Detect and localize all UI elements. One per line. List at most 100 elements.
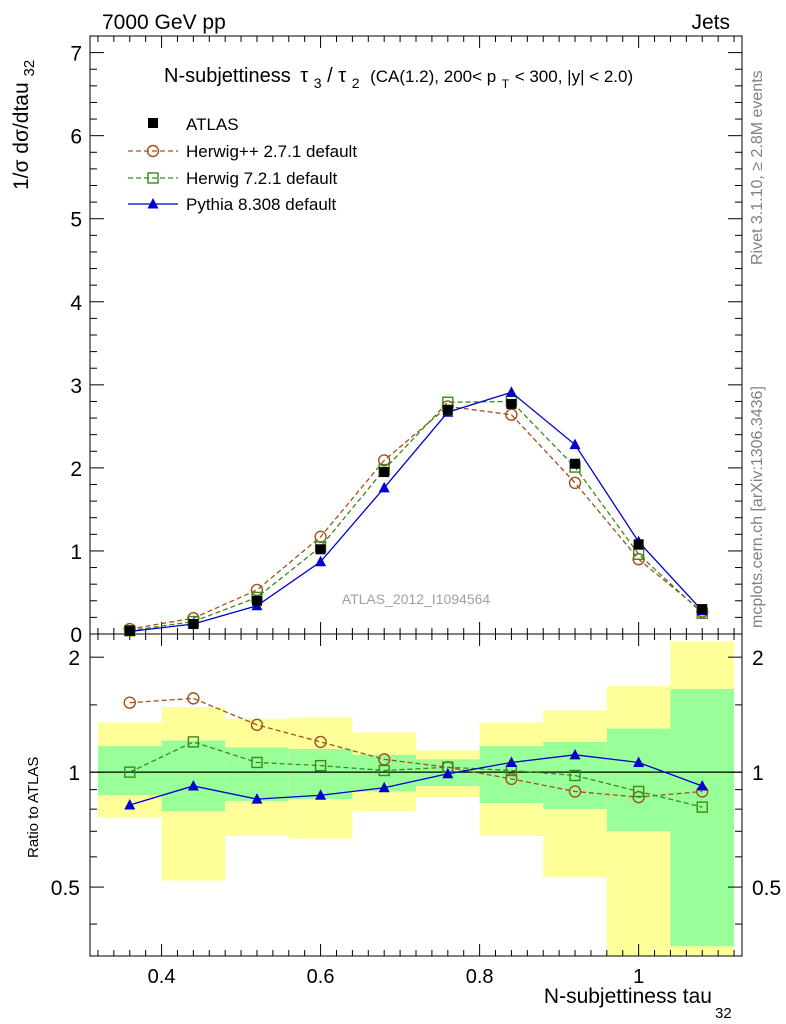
series-line-0 xyxy=(129,405,703,630)
ratio-y-tick-label: 0.5 xyxy=(51,877,80,900)
title-sub2: 2 xyxy=(352,75,360,91)
x-tick-label: 0.8 xyxy=(466,966,494,988)
inner-band xyxy=(97,746,162,796)
ratio-series xyxy=(123,692,709,813)
legend-label-0: Herwig++ 2.7.1 default xyxy=(186,142,357,161)
legend-marker-0 xyxy=(146,144,160,158)
title-cuts-sub: T xyxy=(502,77,510,91)
ratio-point-2 xyxy=(251,793,263,804)
ratio-point-2 xyxy=(378,781,390,793)
y-tick-label: 7 xyxy=(70,43,82,66)
data-point xyxy=(633,539,644,550)
main-axes: 0 1 2 3 4 5 6 7 xyxy=(70,35,743,647)
data-point xyxy=(697,604,708,615)
inner-band xyxy=(225,747,289,802)
ratio-point-2 xyxy=(315,789,327,800)
x-tick-label: 0.6 xyxy=(307,966,335,988)
data-point xyxy=(379,467,390,478)
series-line-2 xyxy=(129,391,703,633)
ratio-bands xyxy=(97,641,735,956)
title-slash: / xyxy=(327,65,333,87)
inner-band xyxy=(670,689,735,947)
y-tick-label: 6 xyxy=(70,126,82,149)
y-tick-label: 1 xyxy=(70,541,82,564)
ratio-point-2 xyxy=(187,779,199,791)
ratio-line-1 xyxy=(129,741,703,808)
ratio-point-0 xyxy=(123,696,136,709)
data-point xyxy=(124,625,135,636)
legend-label-1: Herwig 7.2.1 default xyxy=(186,169,337,188)
inner-band xyxy=(161,740,226,812)
ratio-point-1 xyxy=(378,764,390,777)
data-point xyxy=(188,619,199,630)
ratio-point-0 xyxy=(505,772,518,786)
series-point-0 xyxy=(377,454,391,467)
data-point xyxy=(570,458,581,469)
ratio-point-0 xyxy=(187,692,200,705)
ratio-point-0 xyxy=(568,785,582,798)
ratio-y-tick-label-right: 2 xyxy=(752,647,764,670)
ratio-line-0 xyxy=(129,697,703,798)
y-tick-label: 2 xyxy=(70,458,82,481)
y-tick-label: 0 xyxy=(70,624,82,647)
ratio-point-1 xyxy=(314,759,327,772)
data-point xyxy=(251,595,262,606)
ratio-y-tick-label: 2 xyxy=(68,647,80,670)
watermark: ATLAS_2012_I1094564 xyxy=(342,591,491,607)
x-axis-label: N-subjettiness tau xyxy=(544,985,712,1008)
title-sub3: 3 xyxy=(314,75,322,91)
title-tau2: τ xyxy=(338,65,346,87)
series-point-2 xyxy=(315,555,327,567)
y-tick-label: 3 xyxy=(70,375,82,398)
ratio-y-axis-label: Ratio to ATLAS xyxy=(25,757,42,858)
data-point xyxy=(442,404,453,415)
title-main: N-subjettiness xyxy=(164,65,291,87)
ratio-point-1 xyxy=(569,769,581,782)
ratio-point-1 xyxy=(124,766,136,778)
ratio-point-1 xyxy=(251,756,263,769)
header-left: 7000 GeV pp xyxy=(102,11,226,34)
ratio-point-1 xyxy=(632,785,645,798)
chart-title: N-subjettiness τ 3 / τ 2 (CA(1.2), 200< … xyxy=(164,65,633,93)
legend-label-2: Pythia 8.308 default xyxy=(186,195,337,214)
ratio-point-1 xyxy=(187,736,200,748)
x-tick-label: 0.4 xyxy=(148,966,176,988)
series-point-0 xyxy=(505,408,518,421)
legend-marker-2 xyxy=(147,198,159,209)
ratio-line-2 xyxy=(129,754,703,806)
ratio-point-2 xyxy=(124,799,136,810)
ratio-point-0 xyxy=(250,718,264,732)
ratio-axes: 0.4 0.6 0.8 1 0.5 0.5 1 1 2 2 xyxy=(51,633,781,988)
series-point-0 xyxy=(568,476,582,490)
legend-label-atlas: ATLAS xyxy=(186,115,239,134)
ratio-y-tick-label-right: 1 xyxy=(752,762,764,785)
series-point-2 xyxy=(378,481,390,493)
ratio-point-2 xyxy=(696,779,708,791)
y-axis-label: 1/σ dσ/dtau 32 xyxy=(10,60,38,190)
ratio-point-2 xyxy=(442,767,454,779)
title-tau3: τ xyxy=(300,65,308,87)
x-tick-label: 1 xyxy=(633,966,644,988)
series-point-0 xyxy=(250,583,264,597)
y-axis-label-sub: 32 xyxy=(21,60,38,77)
ratio-point-2 xyxy=(569,748,581,760)
ratio-point-1 xyxy=(696,801,708,813)
x-axis-label-main: N-subjettiness tau xyxy=(544,985,712,1008)
y-tick-label: 5 xyxy=(70,209,82,232)
y-tick-label: 4 xyxy=(70,292,82,315)
x-axis-label-sub: 32 xyxy=(715,1005,732,1022)
ratio-point-2 xyxy=(505,756,517,767)
header-right: Jets xyxy=(691,11,730,34)
legend: ATLAS Herwig++ 2.7.1 default Herwig 7.2.1 … xyxy=(128,115,357,214)
series-point-2 xyxy=(569,438,581,450)
inner-band xyxy=(606,728,671,832)
y-axis-label-main: 1/σ dσ/dtau xyxy=(10,82,33,190)
data-point xyxy=(506,398,517,409)
legend-marker-atlas xyxy=(148,118,158,128)
main-series xyxy=(123,386,709,637)
title-cuts-a: (CA(1.2), 200< p xyxy=(370,67,496,86)
series-line-1 xyxy=(129,400,703,632)
ratio-point-2 xyxy=(633,756,645,767)
ratio-point-0 xyxy=(314,735,327,749)
